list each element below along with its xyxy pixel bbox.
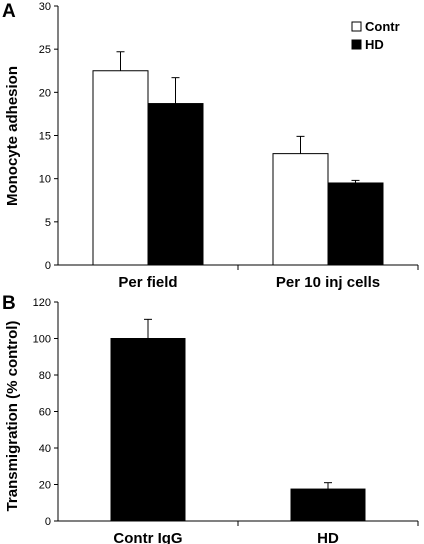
- panel-b-y-tick-label: 0: [45, 516, 51, 528]
- panel-a-y-tick-label: 0: [45, 260, 51, 272]
- panel-b-x-category-label: HD: [317, 530, 339, 544]
- panel-b-y-tick-label: 40: [39, 443, 51, 455]
- panel-b-y-tick-label: 80: [39, 370, 51, 382]
- panel-b-y-tick-label: 120: [33, 297, 51, 309]
- panel-a-legend: Contr HD: [351, 19, 400, 52]
- panel-a-bar-contr-0: [92, 70, 149, 266]
- panel-b-x-category-label: Contr IgG: [113, 530, 182, 544]
- panel-a-y-axis-label: Monocyte adhesion: [4, 66, 21, 206]
- panel-b-bar-series-1: [290, 488, 366, 522]
- panel-a-bar-hd-1: [327, 182, 384, 266]
- panel-a-bar-contr-1: [272, 153, 329, 266]
- panel-b-bar-series-0: [110, 338, 186, 522]
- panel-a-y-tick-label: 10: [39, 174, 51, 186]
- legend-label-contr: Contr: [365, 19, 400, 34]
- panel-a-x-category-label: Per 10 inj cells: [276, 274, 380, 291]
- panel-a-plot: 0 5 10 15 20 25 30 Per field Per 10 inj cells: [39, 1, 419, 291]
- panel-b-y-tick-label: 60: [39, 407, 51, 419]
- panel-a-label: A: [2, 1, 16, 22]
- panel-b-y-tick-label: 20: [39, 480, 51, 492]
- panel-a-y-tick-label: 25: [39, 44, 51, 56]
- panel-a-y-tick-label: 30: [39, 1, 51, 13]
- panel-b-y-axis-label: Transmigration (% control): [4, 321, 21, 512]
- panel-b-label: B: [2, 293, 16, 314]
- panel-b-plot: 0 20 40 60 80 100 120 Contr IgG HD: [33, 297, 419, 544]
- panel-a-bar-hd-0: [147, 103, 204, 266]
- panel-a-y-tick-label: 15: [39, 131, 51, 143]
- panel-b-y-tick-label: 100: [33, 334, 51, 346]
- panel-a-y-tick-label: 5: [45, 217, 51, 229]
- legend-label-hd: HD: [365, 37, 384, 52]
- panel-a-y-tick-label: 20: [39, 87, 51, 99]
- panel-a-x-category-label: Per field: [118, 274, 177, 291]
- legend-swatch-contr: [351, 21, 362, 32]
- legend-swatch-hd: [351, 39, 362, 50]
